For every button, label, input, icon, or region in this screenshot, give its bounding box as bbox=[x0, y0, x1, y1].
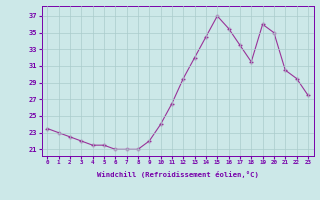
X-axis label: Windchill (Refroidissement éolien,°C): Windchill (Refroidissement éolien,°C) bbox=[97, 171, 259, 178]
